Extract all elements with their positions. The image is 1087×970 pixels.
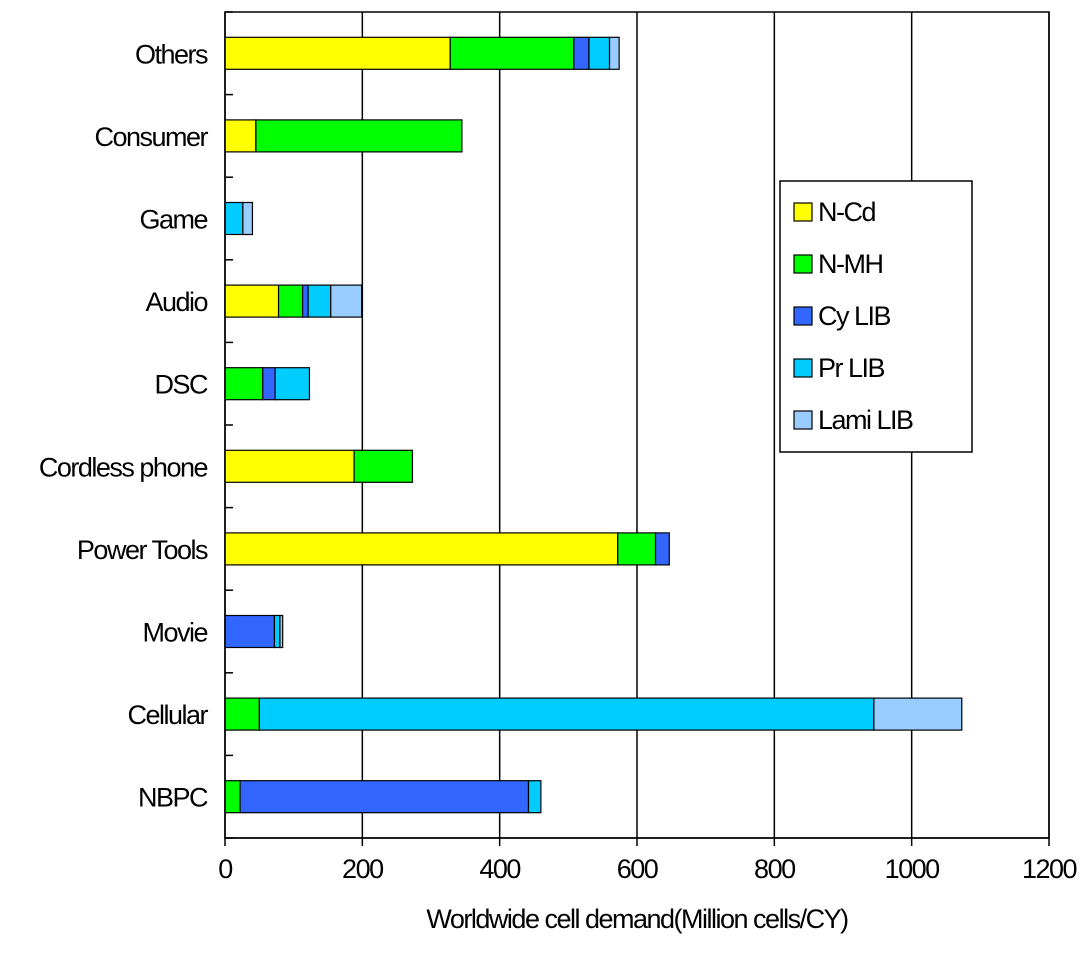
bar-segment [224, 284, 280, 318]
bar-segment [224, 36, 451, 70]
category-label: Power Tools [77, 535, 208, 565]
bar-segment [224, 367, 264, 401]
bar-segment [654, 532, 670, 566]
bar-segment [353, 449, 414, 483]
category-label: Consumer [94, 122, 208, 152]
category-labels: NBPC Cellular Movie Power Tools Cordless pho… [39, 39, 210, 813]
bar-segment [224, 780, 241, 814]
legend-swatch [793, 358, 813, 378]
category-label: NBPC [138, 783, 208, 813]
bar-segment [224, 697, 260, 731]
x-axis-title: Worldwide cell demand(Million cells/CY) [426, 904, 848, 934]
x-tick-labels: 0 200 400 600 800 1000 1200 [218, 854, 1078, 884]
bar-segment [224, 614, 276, 649]
legend: N-Cd N-MH Cy LIB Pr LIB Lami LIB [779, 180, 973, 453]
x-tick-label: 1000 [885, 854, 940, 884]
bars [224, 36, 963, 814]
bar-segment [608, 36, 620, 70]
legend-swatch [793, 254, 813, 274]
legend-label: Lami LIB [818, 405, 913, 435]
bar-segment [588, 36, 611, 70]
legend-swatch [793, 202, 813, 222]
axes [224, 11, 1050, 846]
x-tick-label: 600 [617, 854, 658, 884]
legend-label: Cy LIB [818, 301, 891, 331]
bar-segment [224, 532, 619, 566]
legend-swatch [793, 410, 813, 430]
bar-segment [258, 697, 875, 731]
bar-segment [262, 367, 276, 401]
x-tick-label: 800 [754, 854, 795, 884]
bar-segment [274, 367, 311, 401]
x-tick-label: 0 [218, 854, 232, 884]
bar-segment [330, 284, 363, 318]
bar-segment [873, 697, 963, 731]
bar-segment [573, 36, 590, 70]
x-tick-label: 1200 [1022, 854, 1077, 884]
bar-segment [307, 284, 332, 318]
bar-segment [242, 201, 254, 236]
bar-segment [224, 201, 244, 236]
legend-label: N-MH [818, 249, 882, 279]
bar-segment [279, 614, 284, 649]
bar-segment [224, 119, 257, 153]
category-label: Game [139, 205, 207, 235]
bar-segment [273, 614, 281, 649]
category-label: DSC [154, 370, 208, 400]
x-tick-label: 200 [342, 854, 383, 884]
category-label: Others [135, 39, 208, 69]
category-label: Cordless phone [39, 452, 208, 482]
bar-segment [449, 36, 575, 70]
bar-segment [224, 449, 355, 483]
bar-segment [239, 780, 530, 814]
legend-label: Pr LIB [818, 353, 885, 383]
bar-segment [527, 780, 542, 814]
bar-segment [255, 119, 463, 153]
category-label: Movie [142, 618, 207, 648]
x-tick-label: 400 [479, 854, 520, 884]
bar-segment [277, 284, 304, 318]
legend-swatch [793, 306, 813, 326]
bar-segment [617, 532, 657, 566]
category-label: Audio [145, 287, 207, 317]
bar-segment [301, 284, 309, 318]
legend-label: N-Cd [818, 197, 875, 227]
category-label: Cellular [127, 700, 208, 730]
